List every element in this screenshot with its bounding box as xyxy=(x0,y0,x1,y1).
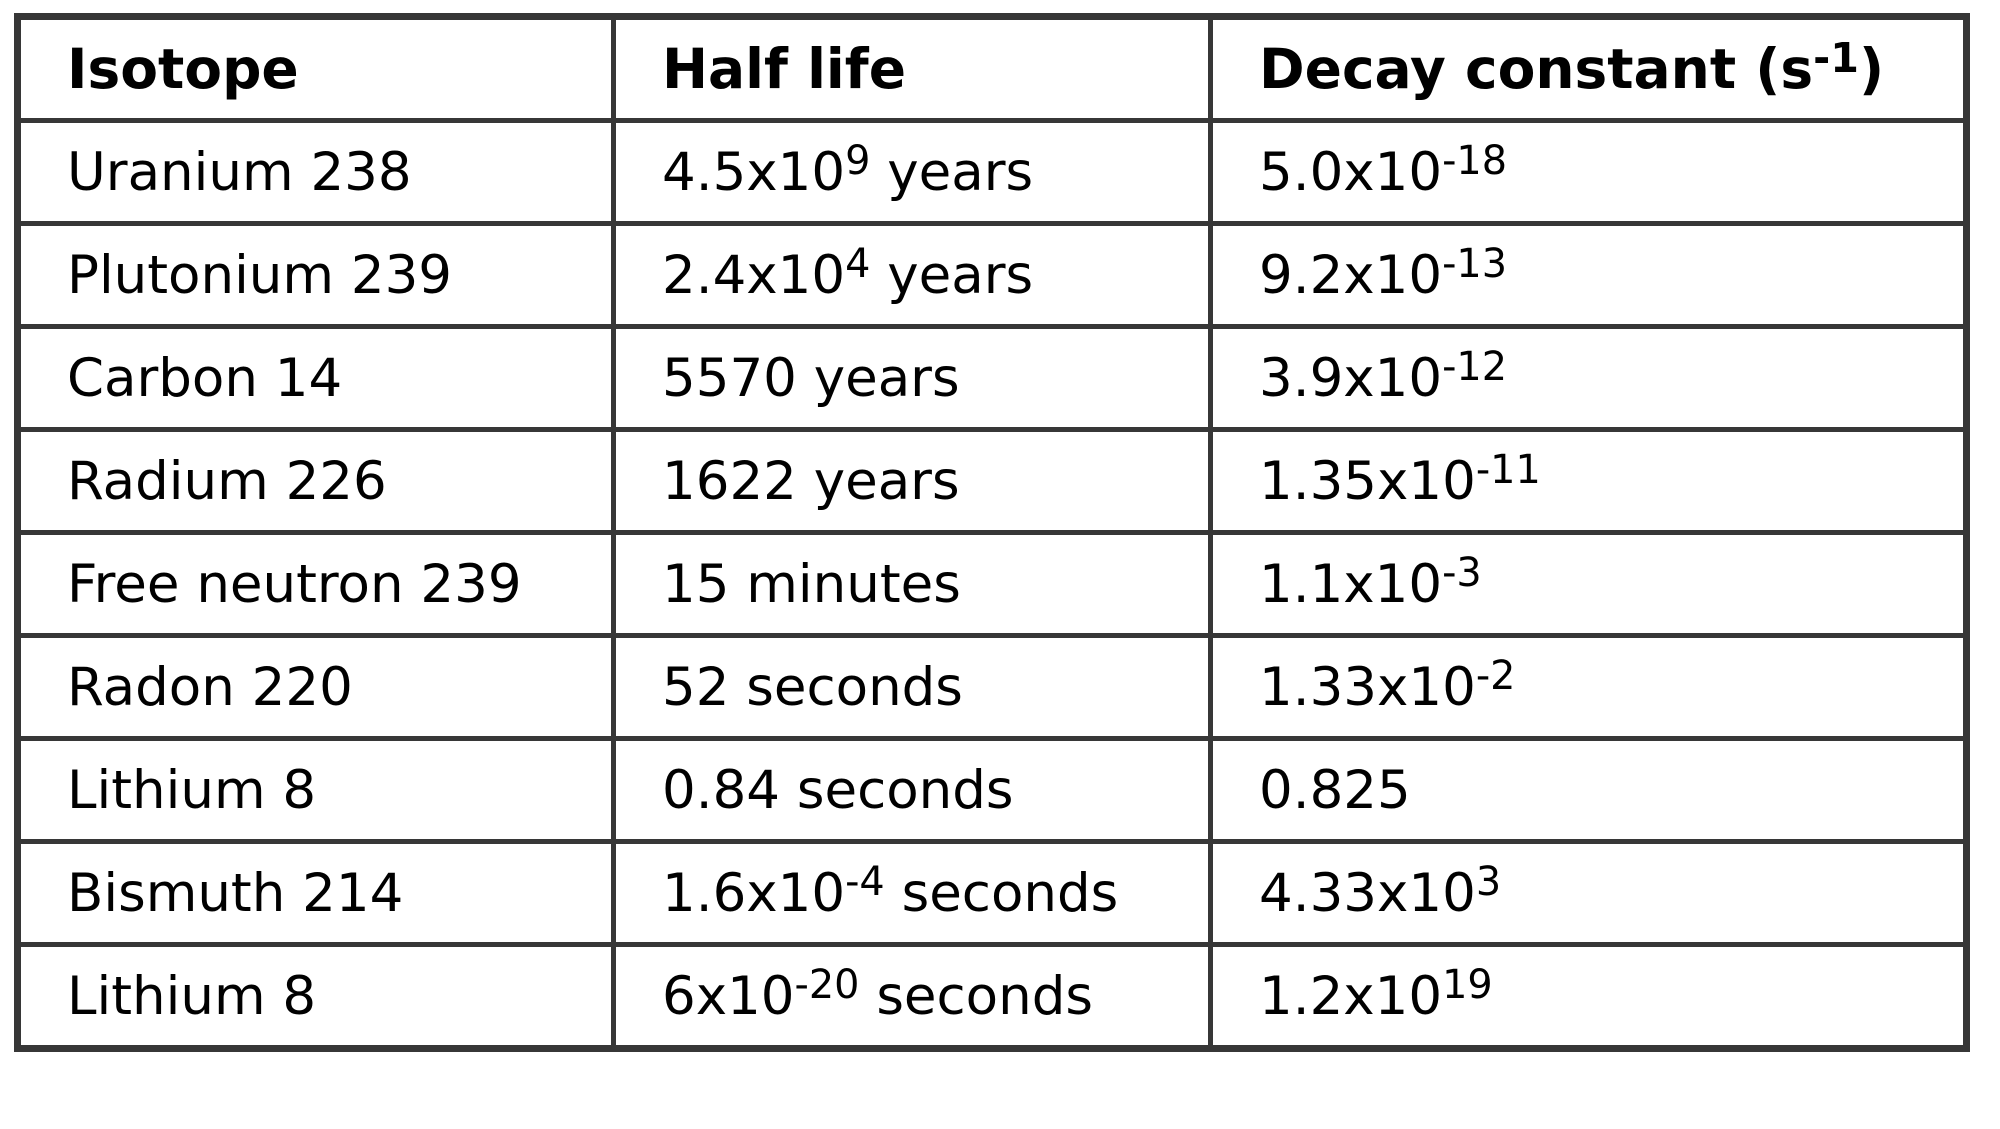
column-header-isotope: Isotope xyxy=(15,14,616,123)
table-cell-half-life: 4.5x109 years xyxy=(611,118,1213,226)
table-row: Carbon 14 5570 years 3.9x10-12 xyxy=(15,324,1969,432)
superscript-exponent: -11 xyxy=(1475,447,1541,494)
superscript-exponent: -18 xyxy=(1442,138,1508,185)
superscript-exponent: -3 xyxy=(1442,550,1482,597)
table-cell-half-life: 2.4x104 years xyxy=(611,221,1213,329)
table-cell-decay-constant-s-1: 4.33x103 xyxy=(1208,839,1969,947)
column-header-half-life: Half life xyxy=(611,14,1213,123)
superscript-exponent: 4 xyxy=(845,241,871,288)
table-row: Lithium 8 6x10-20 seconds 1.2x1019 xyxy=(15,942,1969,1051)
table-cell-half-life: 5570 years xyxy=(611,324,1213,432)
table-cell-isotope: Radium 226 xyxy=(15,427,616,535)
isotope-table: Isotope Half life Decay constant (s-1) Ura… xyxy=(14,13,1970,1052)
table-cell-half-life: 0.84 seconds xyxy=(611,736,1213,844)
table-row: Uranium 238 4.5x109 years 5.0x10-18 xyxy=(15,118,1969,226)
superscript-exponent: -13 xyxy=(1442,241,1508,288)
table-cell-decay-constant-s-1: 3.9x10-12 xyxy=(1208,324,1969,432)
table-cell-isotope: Uranium 238 xyxy=(15,118,616,226)
table-cell-decay-constant-s-1: 0.825 xyxy=(1208,736,1969,844)
table-row: Lithium 8 0.84 seconds 0.825 xyxy=(15,736,1969,844)
table-row: Free neutron 239 15 minutes 1.1x10-3 xyxy=(15,530,1969,638)
table-cell-isotope: Free neutron 239 xyxy=(15,530,616,638)
table-body: Uranium 238 4.5x109 years 5.0x10-18 Plutoni… xyxy=(15,118,1969,1051)
superscript-exponent: 19 xyxy=(1442,962,1493,1009)
superscript-exponent: -20 xyxy=(794,962,860,1009)
table-cell-isotope: Lithium 8 xyxy=(15,942,616,1051)
table-cell-isotope: Lithium 8 xyxy=(15,736,616,844)
table-cell-decay-constant-s-1: 1.1x10-3 xyxy=(1208,530,1969,638)
column-header-decay-constant-s-1: Decay constant (s-1) xyxy=(1208,14,1969,123)
table-cell-half-life: 1622 years xyxy=(611,427,1213,535)
table-cell-decay-constant-s-1: 1.33x10-2 xyxy=(1208,633,1969,741)
table-row: Radium 226 1622 years 1.35x10-11 xyxy=(15,427,1969,535)
superscript-exponent: -2 xyxy=(1475,653,1516,700)
superscript-exponent: -12 xyxy=(1442,344,1508,391)
table-cell-half-life: 52 seconds xyxy=(611,633,1213,741)
table-cell-isotope: Plutonium 239 xyxy=(15,221,616,329)
table-cell-half-life: 1.6x10-4 seconds xyxy=(611,839,1213,947)
table-cell-isotope: Carbon 14 xyxy=(15,324,616,432)
table-cell-half-life: 15 minutes xyxy=(611,530,1213,638)
superscript-exponent: -1 xyxy=(1813,34,1859,83)
table-cell-decay-constant-s-1: 9.2x10-13 xyxy=(1208,221,1969,329)
table-cell-isotope: Bismuth 214 xyxy=(15,839,616,947)
table-cell-decay-constant-s-1: 5.0x10-18 xyxy=(1208,118,1969,226)
table-cell-decay-constant-s-1: 1.2x1019 xyxy=(1208,942,1969,1051)
table-cell-isotope: Radon 220 xyxy=(15,633,616,741)
superscript-exponent: 9 xyxy=(845,138,871,185)
table-cell-half-life: 6x10-20 seconds xyxy=(611,942,1213,1051)
table-row: Plutonium 239 2.4x104 years 9.2x10-13 xyxy=(15,221,1969,329)
table-row: Bismuth 214 1.6x10-4 seconds 4.33x103 xyxy=(15,839,1969,947)
table-row: Radon 220 52 seconds 1.33x10-2 xyxy=(15,633,1969,741)
table-cell-decay-constant-s-1: 1.35x10-11 xyxy=(1208,427,1969,535)
superscript-exponent: -4 xyxy=(845,859,885,906)
header-row: Isotope Half life Decay constant (s-1) xyxy=(15,14,1969,123)
superscript-exponent: 3 xyxy=(1475,859,1502,906)
